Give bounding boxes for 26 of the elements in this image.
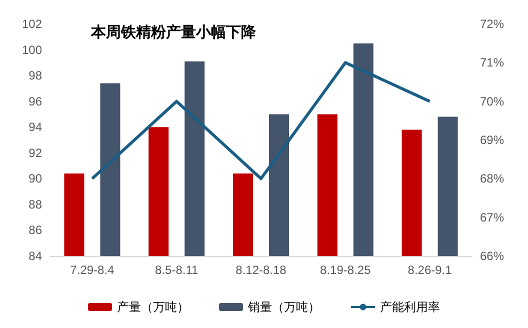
y2-tick-label: 67%: [480, 210, 504, 224]
y2-tick-label: 66%: [480, 249, 504, 263]
y-tick-label: 94: [28, 120, 42, 134]
y-tick-label: 84: [28, 249, 42, 263]
y-tick-label: 96: [28, 94, 42, 108]
y-tick-label: 86: [28, 223, 42, 238]
y-tick-label: 88: [28, 197, 42, 212]
x-tick-label: 8.12-8.18: [236, 263, 287, 277]
x-tick-label: 8.5-8.11: [155, 263, 198, 277]
y-tick-label: 92: [28, 146, 42, 160]
y2-tick-label: 69%: [480, 133, 504, 147]
y-tick-label: 98: [28, 68, 42, 83]
y-tick-label: 100: [22, 42, 42, 57]
y2-tick-label: 70%: [480, 94, 504, 108]
x-tick-label: 7.29-8.4: [70, 263, 115, 277]
legend-label: 产量（万吨）: [117, 300, 189, 314]
y2-tick-label: 72%: [480, 17, 504, 31]
y-tick-label: 102: [22, 17, 42, 31]
y-tick-label: 90: [28, 172, 42, 186]
legend-label: 销量（万吨）: [247, 300, 320, 314]
legend-label: 产能利用率: [380, 300, 440, 314]
y2-tick-label: 68%: [480, 172, 504, 186]
x-tick-label: 8.19-8.25: [320, 263, 372, 277]
y2-tick-label: 71%: [480, 56, 504, 70]
x-tick-label: 8.26-9.1: [408, 263, 452, 277]
chart-title: 本周铁精粉产量小幅下降: [90, 24, 257, 41]
